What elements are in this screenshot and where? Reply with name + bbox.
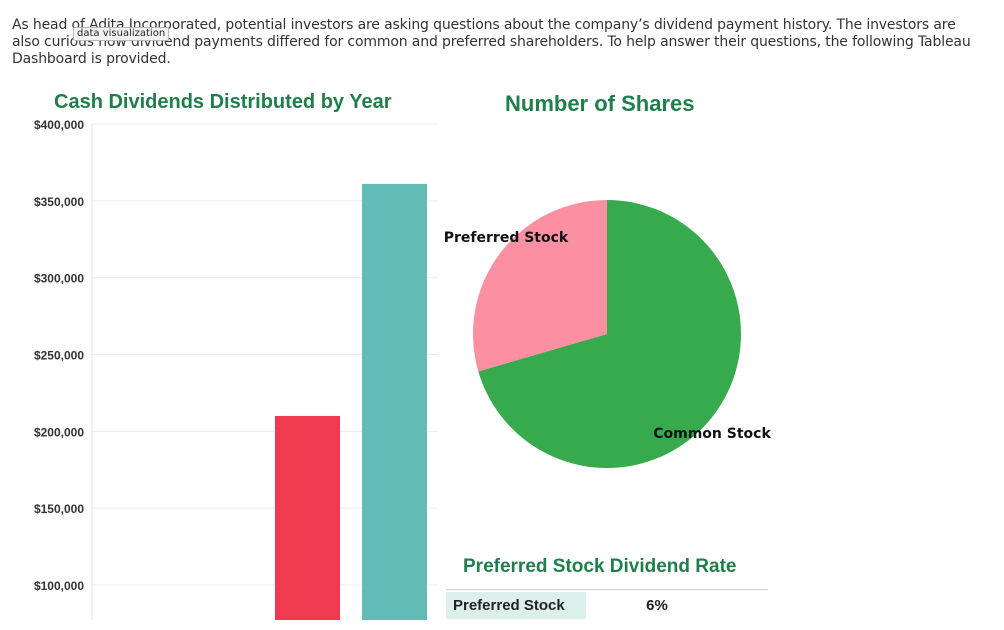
y-tick-label: $150,000 bbox=[34, 502, 84, 516]
bar-chart-bars bbox=[275, 183, 427, 620]
intro-paragraph: As head of Adita Incorporated, potential… bbox=[12, 17, 971, 67]
y-tick-label: $350,000 bbox=[34, 195, 84, 209]
pie-label-preferred-stock: Preferred Stock bbox=[444, 230, 569, 246]
y-tick-label: $100,000 bbox=[34, 579, 84, 593]
pie-chart-labels: Common Stock Preferred Stock bbox=[444, 230, 772, 442]
bar-0[interactable] bbox=[275, 415, 340, 620]
dividend-rate-value: 6% bbox=[646, 597, 668, 614]
data-visualization-tooltip: data visualization bbox=[73, 27, 170, 41]
pie-chart-title: Number of Shares bbox=[505, 91, 695, 116]
dividend-rate-divider bbox=[446, 589, 768, 590]
pie-slice-common-stock[interactable] bbox=[478, 200, 741, 468]
y-tick-label: $250,000 bbox=[34, 349, 84, 363]
dividend-rate-title: Preferred Stock Dividend Rate bbox=[463, 556, 737, 577]
y-tick-label: $400,000 bbox=[34, 118, 84, 132]
bar-chart-y-axis: $400,000 $350,000 $300,000 $250,000 $200,000… bbox=[34, 118, 84, 593]
bar-1[interactable] bbox=[362, 183, 427, 620]
y-tick-label: $300,000 bbox=[34, 272, 84, 286]
dividend-rate-label: Preferred Stock bbox=[446, 592, 586, 619]
pie-label-common-stock: Common Stock bbox=[653, 426, 771, 442]
dividend-rate-row: Preferred Stock 6% bbox=[446, 592, 768, 619]
pie-chart bbox=[473, 200, 741, 468]
pie-slice-preferred-stock[interactable] bbox=[473, 200, 607, 372]
y-tick-label: $200,000 bbox=[34, 425, 84, 439]
bar-chart-title: Cash Dividends Distributed by Year bbox=[54, 91, 392, 113]
